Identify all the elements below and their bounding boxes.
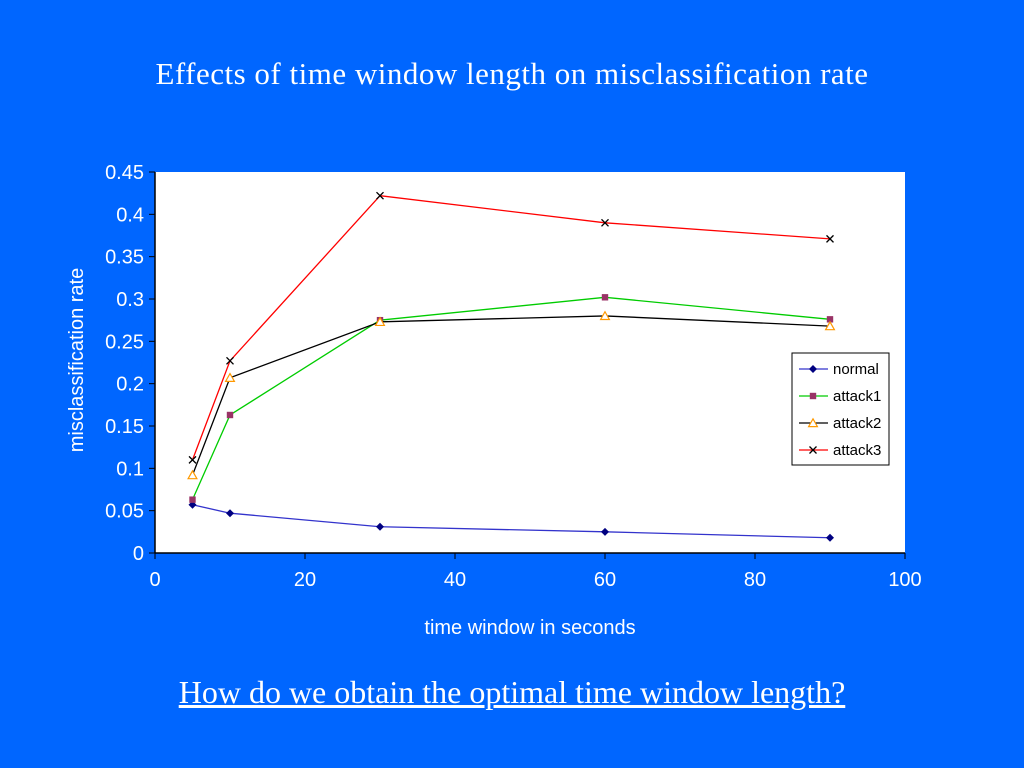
x-tick-label: 100 — [888, 569, 921, 591]
series-attack3-marker — [226, 356, 234, 365]
series-attack3-marker — [826, 234, 834, 243]
series-normal-marker — [826, 533, 834, 542]
y-tick-label: 0.4 — [116, 204, 144, 226]
y-tick-label: 0.15 — [105, 416, 144, 438]
legend-marker-x-icon — [809, 446, 817, 454]
x-axis-title: time window in seconds — [424, 617, 636, 639]
series-attack3 — [188, 191, 834, 464]
legend-item-attack3: attack3 — [799, 442, 881, 459]
y-tick-label: 0.05 — [105, 501, 144, 523]
x-tick-label: 60 — [594, 569, 616, 591]
series-normal-marker — [376, 522, 384, 531]
x-tick-label: 40 — [444, 569, 466, 591]
x-tick-label: 80 — [744, 569, 766, 591]
series-attack2-marker — [599, 310, 611, 321]
y-tick-label: 0.3 — [116, 289, 144, 311]
series-attack3-marker — [376, 191, 384, 200]
legend-item-attack2: attack2 — [799, 415, 881, 432]
series-attack1-marker — [189, 496, 196, 503]
series-normal-marker — [601, 527, 609, 536]
legend-marker-square-icon — [809, 392, 817, 400]
series-attack2-marker — [187, 469, 198, 480]
y-tick-label: 0.35 — [105, 247, 144, 269]
series-attack2-marker — [374, 316, 386, 327]
y-tick-label: 0.1 — [116, 458, 144, 480]
x-tick-label: 0 — [149, 569, 160, 591]
legend-marker-diamond-icon — [809, 365, 817, 373]
legend-box — [791, 352, 890, 466]
series-attack2 — [187, 310, 836, 480]
legend-label: attack2 — [833, 415, 881, 432]
legend-item-attack1: attack1 — [799, 388, 881, 405]
slide-question: How do we obtain the optimal time window… — [178, 674, 846, 710]
x-tick-label: 20 — [294, 569, 316, 591]
legend-label: attack3 — [833, 442, 881, 459]
series-normal-marker — [226, 509, 234, 518]
legend: normal attack1 attack2 attack3 — [791, 352, 890, 466]
legend-label: attack1 — [833, 388, 881, 405]
series-attack3-marker — [601, 218, 609, 227]
series-attack1-marker — [226, 411, 234, 419]
legend-item-normal: normal — [799, 361, 879, 378]
chart-plot: 0 0.05 0.1 0.15 0.2 0.25 0.3 0.35 0.4 0.45 0 20 40 60… — [105, 162, 922, 591]
y-tick-label: 0 — [133, 543, 144, 565]
series-attack1-marker — [601, 294, 609, 301]
series-attack3-marker — [188, 455, 197, 464]
series-attack2-marker — [224, 372, 236, 382]
series-attack1-marker — [826, 316, 834, 323]
series-attack2-marker — [824, 320, 836, 331]
slide-title: Effects of time window length on misclas… — [155, 56, 869, 91]
legend-label: normal — [833, 361, 879, 378]
legend-marker-triangle-open-icon — [807, 417, 819, 428]
y-tick-label: 0.2 — [116, 374, 144, 396]
y-tick-label: 0.45 — [105, 162, 144, 184]
y-tick-label: 0.25 — [105, 331, 144, 353]
